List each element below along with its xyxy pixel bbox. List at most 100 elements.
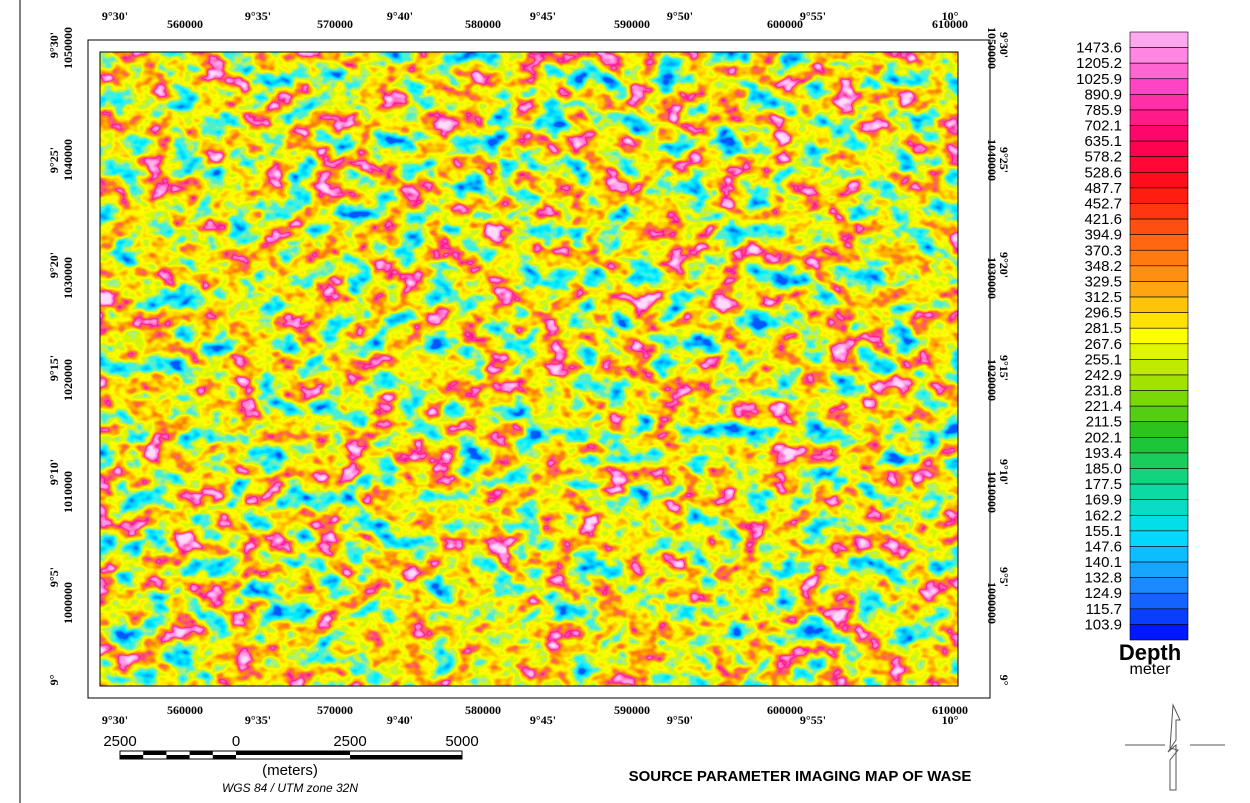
longitude-label: 10° — [942, 9, 959, 23]
scale-label: 5000 — [445, 733, 478, 750]
legend-swatch — [1129, 203, 1189, 220]
legend-swatch — [1129, 234, 1189, 251]
legend-label: 890.9 — [1084, 86, 1122, 103]
longitude-label: 9°40' — [387, 713, 413, 727]
latitude-label: 9°10' — [47, 459, 61, 485]
legend-unit: meter — [1130, 661, 1172, 678]
easting-label: 560000 — [167, 703, 203, 717]
easting-label: 590000 — [614, 17, 650, 31]
legend-label: 394.9 — [1084, 227, 1122, 244]
legend-label: 296.5 — [1084, 305, 1122, 322]
northing-label: 1010000 — [985, 471, 999, 513]
legend-swatch — [1129, 452, 1189, 469]
legend-label: 421.6 — [1084, 211, 1122, 228]
longitude-label: 9°50' — [667, 713, 693, 727]
legend-label: 348.2 — [1084, 258, 1122, 275]
northing-label: 1030000 — [61, 257, 75, 299]
legend-swatch — [1129, 265, 1189, 282]
legend-swatch — [1129, 281, 1189, 298]
latitude-label: 9°5' — [997, 567, 1011, 587]
projection: WGS 84 / UTM zone 32N — [222, 781, 358, 795]
longitude-label: 9°35' — [245, 713, 271, 727]
legend-label: 255.1 — [1084, 351, 1122, 368]
easting-label: 600000 — [767, 703, 803, 717]
northing-label: 1010000 — [61, 471, 75, 513]
legend-label: 702.1 — [1084, 118, 1122, 135]
easting-label: 560000 — [167, 17, 203, 31]
legend-swatch — [1129, 390, 1189, 407]
legend-swatch — [1129, 31, 1189, 48]
latitude-label: 9°20' — [997, 252, 1011, 278]
legend-label: 242.9 — [1084, 367, 1122, 384]
legend-swatch — [1129, 374, 1189, 391]
longitude-label: 9°30' — [102, 713, 128, 727]
legend-label: 177.5 — [1084, 476, 1122, 493]
scale-segment — [236, 751, 350, 755]
latitude-label: 9°20' — [47, 252, 61, 278]
northing-label: 1030000 — [985, 257, 999, 299]
latitude-label: 9°15' — [997, 355, 1011, 381]
legend-label: 312.5 — [1084, 289, 1122, 306]
legend-label: 1205.2 — [1076, 55, 1122, 72]
longitude-label: 9°50' — [667, 9, 693, 23]
northing-label: 1050000 — [61, 27, 75, 69]
northing-label: 1020000 — [985, 359, 999, 401]
legend-swatch — [1129, 47, 1189, 64]
legend-label: 267.6 — [1084, 336, 1122, 353]
latitude-label: 9°5' — [47, 567, 61, 587]
latitude-label: 9°10' — [997, 459, 1011, 485]
legend-label: 124.9 — [1084, 585, 1122, 602]
scale-unit: (meters) — [262, 762, 318, 779]
legend-label: 329.5 — [1084, 273, 1122, 290]
easting-label: 570000 — [317, 703, 353, 717]
legend-swatch — [1129, 405, 1189, 423]
easting-label: 600000 — [767, 17, 803, 31]
frame-border — [87, 39, 991, 699]
legend-label: 147.6 — [1084, 538, 1122, 555]
easting-label: 580000 — [465, 17, 501, 31]
legend-swatch — [1129, 312, 1189, 329]
latitude-label: 9°25' — [47, 147, 61, 173]
longitude-label: 9°30' — [102, 9, 128, 23]
legend-swatch — [1129, 468, 1189, 485]
legend-swatch — [1129, 125, 1189, 142]
depth-raster — [100, 52, 958, 686]
legend-label: 1473.6 — [1076, 40, 1122, 57]
easting-label: 590000 — [614, 703, 650, 717]
scale-segment — [120, 755, 144, 759]
legend-swatch — [1129, 140, 1189, 158]
legend-swatch — [1129, 592, 1189, 610]
easting-label: 610000 — [932, 17, 968, 31]
northing-label: 1000000 — [985, 582, 999, 624]
legend-swatch — [1129, 514, 1189, 532]
latitude-label: 9°15' — [47, 355, 61, 381]
legend-label: 281.5 — [1084, 320, 1122, 337]
legend-label: 578.2 — [1084, 149, 1122, 166]
legend-swatch — [1129, 109, 1189, 126]
longitude-label: 10° — [942, 713, 959, 727]
northing-label: 1020000 — [61, 359, 75, 401]
longitude-label: 9°40' — [387, 9, 413, 23]
legend-swatch — [1129, 94, 1189, 111]
easting-label: 570000 — [317, 17, 353, 31]
legend-swatch — [1129, 218, 1189, 235]
legend-swatch — [1129, 249, 1189, 267]
legend-swatch — [1129, 296, 1189, 313]
longitude-label: 9°35' — [245, 9, 271, 23]
scale-label: 2500 — [103, 733, 136, 750]
legend-label: 1025.9 — [1076, 71, 1122, 88]
latitude-label: 9°30' — [997, 32, 1011, 58]
map-border — [99, 51, 959, 687]
scale-label: 2500 — [333, 733, 366, 750]
legend-swatch — [1129, 437, 1189, 454]
northing-label: 1050000 — [985, 27, 999, 69]
legend-label: 162.2 — [1084, 507, 1122, 524]
scale-segment — [212, 755, 236, 759]
legend-swatch — [1129, 421, 1189, 438]
legend-swatch — [1129, 608, 1189, 625]
legend-swatch — [1129, 499, 1189, 516]
longitude-label: 9°45' — [530, 713, 556, 727]
legend-label: 140.1 — [1084, 554, 1122, 571]
scale-label: 0 — [232, 733, 240, 750]
